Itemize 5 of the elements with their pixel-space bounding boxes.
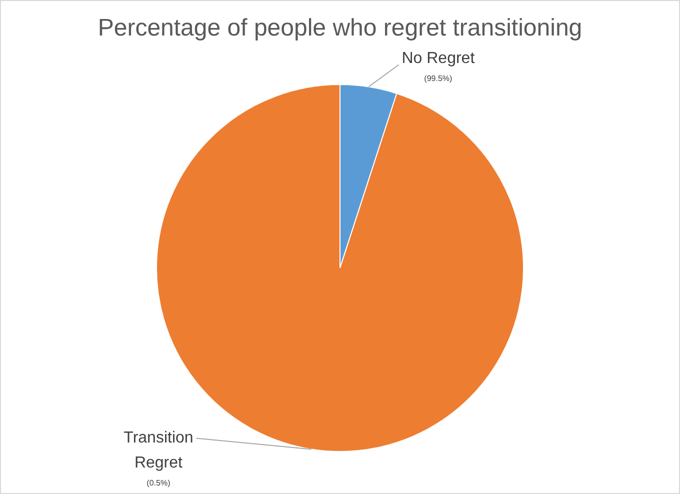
chart-title: Percentage of people who regret transitioning	[98, 14, 582, 42]
text: (0.5%)	[146, 478, 171, 488]
text: (99.5%)	[424, 74, 453, 83]
slice-label: Transition Regret	[124, 430, 194, 472]
slice-label: No Regret	[402, 50, 476, 68]
